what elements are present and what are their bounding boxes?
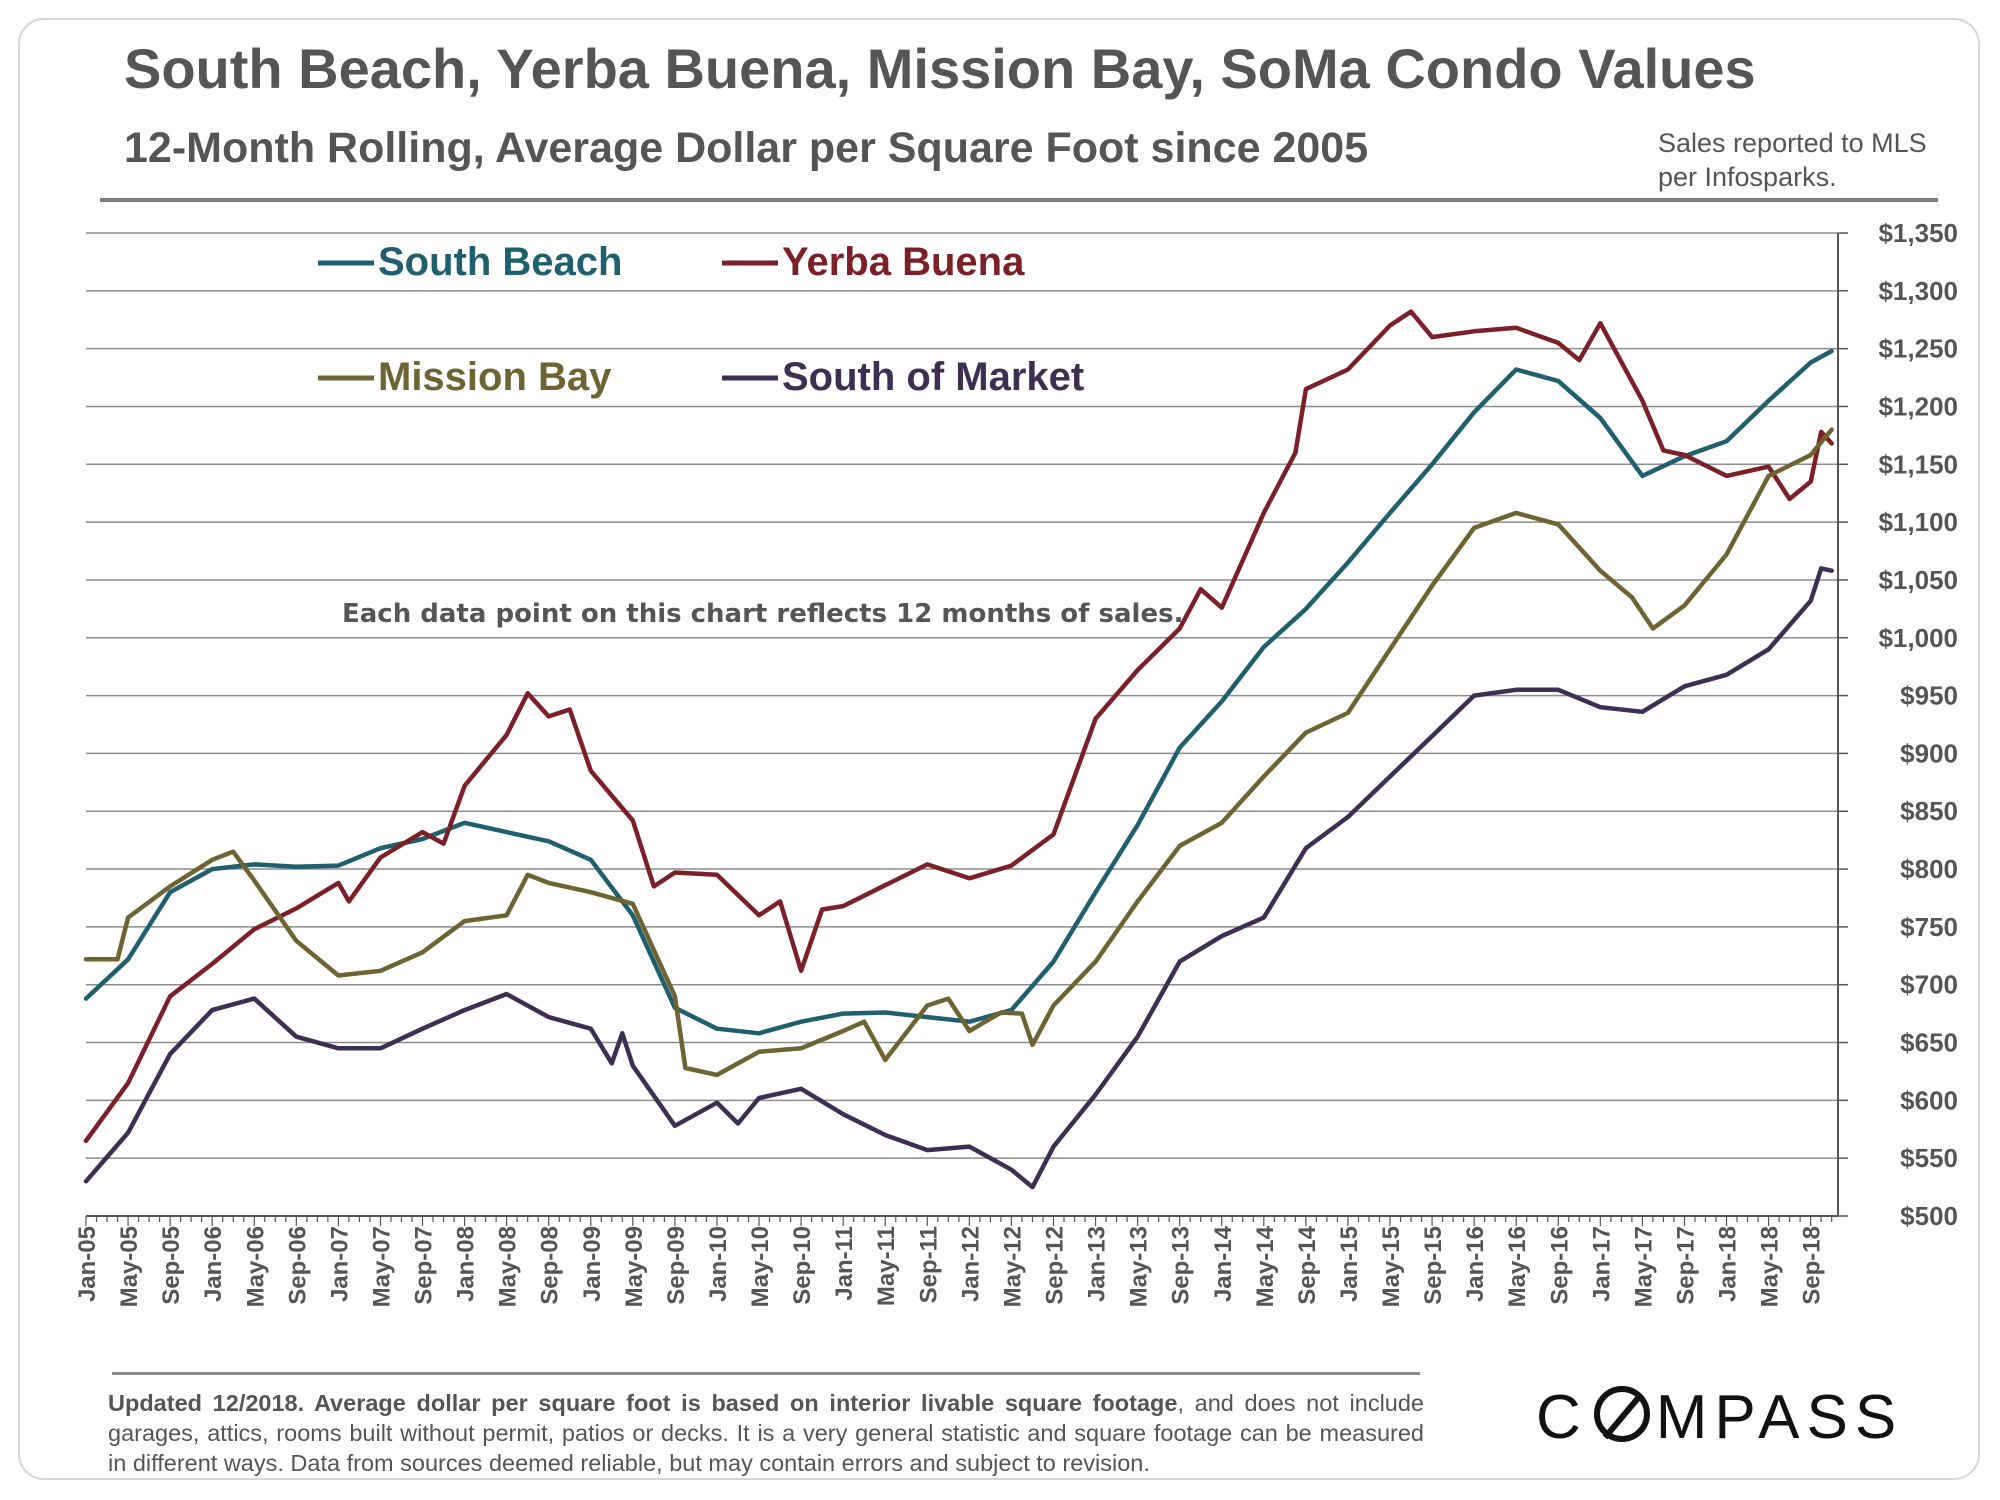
x-tick-label: May-08 [495,1226,522,1307]
legend-label-mission-bay: Mission Bay [378,355,612,399]
series-lines [83,309,1834,1190]
x-tick-label: Sep-06 [284,1226,311,1305]
footer-divider [112,1372,1420,1375]
x-tick-label: Jan-12 [957,1226,984,1302]
x-tick-label: Sep-11 [915,1226,942,1303]
x-tick-label: Sep-07 [411,1226,438,1305]
x-tick-label: Sep-16 [1546,1226,1573,1305]
x-tick-label: May-13 [1126,1226,1153,1307]
x-tick-label: Jan-17 [1588,1226,1615,1302]
x-tick-label: May-06 [242,1226,269,1307]
series-line-mission-bay [83,427,1834,1078]
legend-label-yerba-buena: Yerba Buena [782,240,1025,284]
footnote-text: , and does not include garages, attics, … [108,1390,1424,1476]
x-tick-label: Jan-09 [579,1226,606,1302]
y-tick-label: $550 [1900,1143,1958,1173]
x-tick-label: Sep-12 [1041,1226,1068,1305]
y-tick-label: $1,200 [1878,391,1958,421]
x-tick-label: Sep-15 [1420,1226,1447,1305]
legend: South Beach Yerba Buena Mission Bay South o… [318,240,1084,399]
y-tick-label: $1,350 [1878,218,1958,248]
chart-annotation: Each data point on this chart reflects 1… [342,599,1183,629]
x-tick-label: May-11 [873,1226,900,1306]
y-tick-label: $900 [1900,738,1958,768]
x-tick-label: Sep-08 [537,1226,564,1305]
source-note: Sales reported to MLS per Infosparks. [1658,128,1927,192]
series-line-yerba-buena [83,309,1834,1144]
y-tick-label: $750 [1900,912,1958,942]
y-tick-label: $700 [1900,970,1958,1000]
y-tick-label: $1,300 [1878,276,1958,306]
legend-label-south-beach: South Beach [378,240,622,284]
x-tick-label: Jan-15 [1336,1226,1363,1302]
x-axis: Jan-05 May-05 Sep-05 Jan-06 May-06 Sep-06 Jan-… [74,1215,1838,1307]
x-tick-label: May-15 [1378,1226,1405,1307]
x-tick-label: Jan-08 [453,1226,480,1302]
x-tick-label: May-14 [1252,1225,1279,1307]
legend-label-south-of-market: South of Market [782,355,1084,399]
y-tick-label: $1,000 [1878,623,1958,653]
x-tick-label: Jan-18 [1715,1226,1742,1302]
x-tick-label: May-12 [999,1226,1026,1307]
chart-subtitle: 12-Month Rolling, Average Dollar per Squ… [124,124,1369,172]
x-tick-label: Sep-05 [158,1226,185,1305]
x-tick-label: Jan-06 [200,1226,227,1302]
y-tick-label: $1,100 [1878,507,1958,537]
x-tick-label: Jan-14 [1210,1225,1237,1302]
x-tick-label: May-05 [116,1226,143,1307]
x-tick-label: Sep-17 [1672,1226,1699,1305]
logo-text-start: C [1536,1383,1588,1452]
y-tick-label: $850 [1900,796,1958,826]
y-tick-label: $1,250 [1878,334,1958,364]
x-tick-label: Jan-13 [1084,1226,1111,1302]
y-tick-label: $500 [1900,1201,1958,1231]
x-tick-label: May-09 [621,1226,648,1307]
x-tick-label: May-10 [747,1226,774,1307]
y-tick-label: $650 [1900,1028,1958,1058]
y-tick-label: $950 [1900,681,1958,711]
x-tick-label: Sep-09 [663,1226,690,1305]
x-tick-label: May-16 [1504,1226,1531,1307]
y-tick-label: $1,150 [1878,449,1958,479]
compass-o-icon [1593,1386,1650,1442]
logo-text-end: MPASS [1655,1383,1904,1452]
footnote-bold: Updated 12/2018. Average dollar per squa… [108,1390,1178,1416]
x-tick-label: Sep-18 [1799,1226,1826,1305]
x-tick-label: Jan-16 [1462,1226,1489,1302]
y-axis: $500 $550 $600 $650 $700 $750 $800 $850 $900 $950… [1837,218,1958,1231]
footnote: Updated 12/2018. Average dollar per squa… [108,1388,1424,1478]
x-tick-label: May-07 [368,1226,395,1307]
x-tick-label: Jan-07 [326,1226,353,1302]
x-tick-label: Sep-14 [1294,1225,1321,1304]
x-tick-label: Jan-10 [705,1226,732,1302]
x-tick-label: May-18 [1757,1226,1784,1307]
x-tick-label: Sep-10 [789,1226,816,1305]
x-tick-label: Sep-13 [1168,1226,1195,1305]
compass-logo: C MPASS [1536,1382,1903,1452]
y-tick-label: $600 [1900,1085,1958,1115]
series-line-south-beach [83,348,1834,1036]
header-divider [100,198,1938,202]
x-tick-label: May-17 [1630,1226,1657,1307]
x-tick-label: Jan-05 [74,1226,101,1302]
y-tick-label: $1,050 [1878,565,1958,595]
line-chart: $500 $550 $600 $650 $700 $750 $800 $850 $900 $950… [74,218,1958,1307]
chart-title: South Beach, Yerba Buena, Mission Bay, S… [124,37,1756,100]
y-tick-label: $800 [1900,854,1958,884]
x-tick-label: Jan-11 [831,1226,858,1301]
series-line-south-of-market [83,566,1834,1190]
